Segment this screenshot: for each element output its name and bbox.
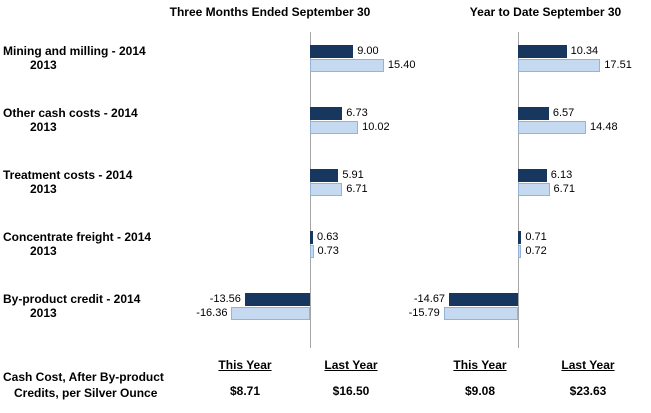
footer-value-this-year-2: $9.08 <box>464 384 496 398</box>
bar-value-label: -15.79 <box>408 307 440 319</box>
bar-value-label: 9.00 <box>357 45 379 57</box>
category-label-2013: 2013 <box>30 306 57 320</box>
panel-title-three-months: Three Months Ended September 30 <box>169 5 371 19</box>
bar-2014 <box>310 107 343 120</box>
bar-2014 <box>518 169 547 182</box>
footer-value-this-year-1: $8.71 <box>229 384 261 398</box>
bar-value-label: 14.48 <box>590 121 618 133</box>
bar-2013 <box>310 183 343 196</box>
bar-value-label: 6.57 <box>552 107 575 119</box>
category-label-2014: Mining and milling - 2014 <box>3 44 146 58</box>
bar-2014 <box>518 231 522 244</box>
footer-header-last-year-1: Last Year <box>324 358 378 372</box>
category-label-2013: 2013 <box>30 120 57 134</box>
bar-value-label: 0.63 <box>317 231 339 243</box>
bar-value-label: 6.71 <box>346 183 368 195</box>
footer-value-last-year-2: $23.63 <box>569 384 607 398</box>
category-label-2014: Treatment costs - 2014 <box>3 168 133 182</box>
bar-2013 <box>518 183 550 196</box>
bar-value-label: 6.13 <box>550 169 573 181</box>
bar-value-label: 5.91 <box>342 169 364 181</box>
bar-2014 <box>310 231 314 244</box>
footer-header-this-year-1: This Year <box>218 358 272 372</box>
bar-value-label: 0.72 <box>525 245 547 257</box>
bar-value-label: 10.02 <box>362 121 390 133</box>
category-label-2013: 2013 <box>30 58 57 72</box>
bar-2013 <box>518 121 587 134</box>
footer-value-last-year-1: $16.50 <box>332 384 370 398</box>
footer-header-last-year-2: Last Year <box>561 358 615 372</box>
bar-2013 <box>518 59 601 72</box>
footer-row-label-line2: Credits, per Silver Ounce <box>14 386 158 400</box>
bar-2013 <box>310 59 384 72</box>
footer-row-label-line1: Cash Cost, After By-product <box>3 370 164 384</box>
bar-2014 <box>310 45 354 58</box>
bar-2013 <box>518 245 522 258</box>
bar-2014 <box>244 293 310 306</box>
bar-value-label: 15.40 <box>387 59 416 71</box>
bar-2013 <box>310 121 359 134</box>
bar-2013 <box>310 245 314 258</box>
bar-value-label: -13.56 <box>209 293 241 305</box>
category-label-2014: By-product credit - 2014 <box>3 292 141 306</box>
category-label-2014: Concentrate freight - 2014 <box>3 230 152 244</box>
footer-header-this-year-2: This Year <box>453 358 507 372</box>
bar-value-label: -16.36 <box>196 307 228 319</box>
bar-2014 <box>518 107 549 120</box>
bar-value-label: 6.73 <box>346 107 368 119</box>
bar-value-label: 6.71 <box>553 183 575 195</box>
bar-2014 <box>310 169 339 182</box>
bar-2013 <box>443 307 518 320</box>
bar-2013 <box>231 307 310 320</box>
bar-value-label: -14.67 <box>413 293 446 305</box>
category-label-2013: 2013 <box>30 182 57 196</box>
bar-2014 <box>518 45 567 58</box>
category-label-2014: Other cash costs - 2014 <box>3 106 138 120</box>
bar-value-label: 10.34 <box>570 45 599 57</box>
category-label-2013: 2013 <box>30 244 57 258</box>
bar-value-label: 0.73 <box>317 245 339 257</box>
bar-value-label: 17.51 <box>604 59 632 71</box>
bar-value-label: 0.71 <box>525 231 547 243</box>
panel-title-year-to-date: Year to Date September 30 <box>469 5 622 19</box>
bar-2014 <box>449 293 518 306</box>
